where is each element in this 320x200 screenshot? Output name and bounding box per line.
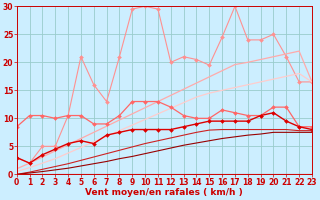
X-axis label: Vent moyen/en rafales ( km/h ): Vent moyen/en rafales ( km/h ) xyxy=(85,188,243,197)
